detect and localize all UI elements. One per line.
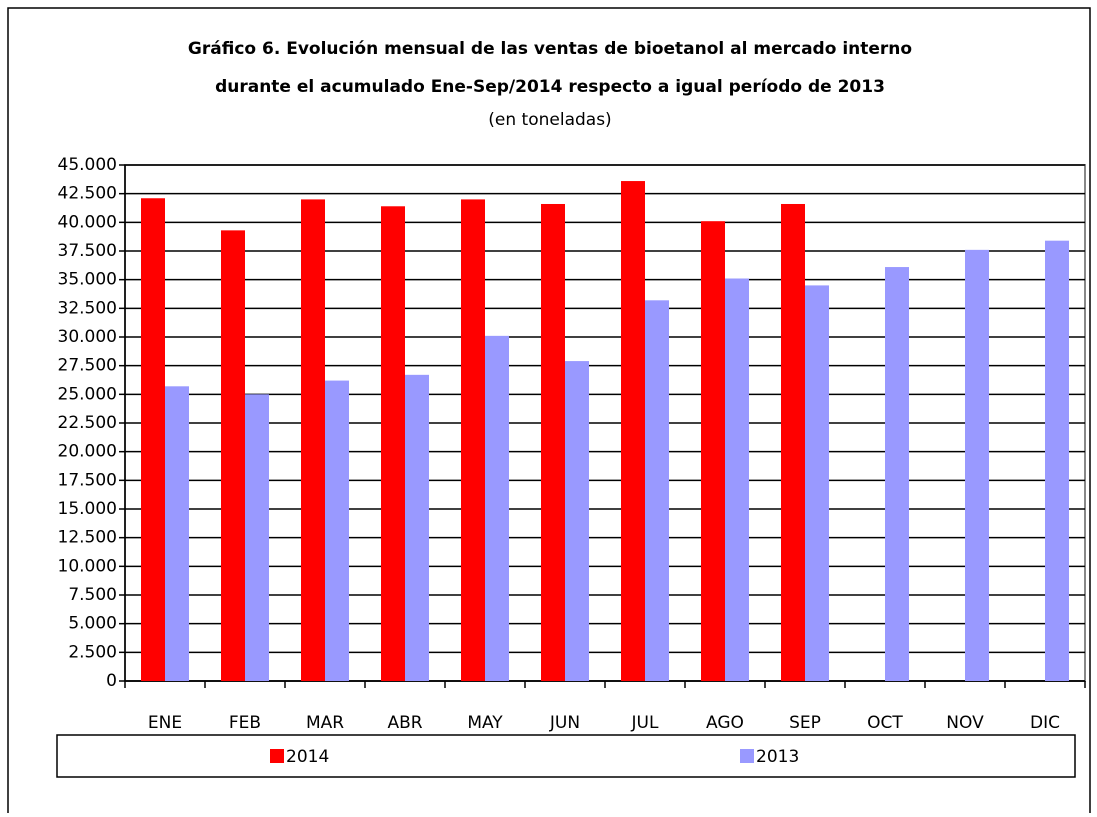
- x-tick-label: FEB: [229, 713, 261, 733]
- bar: [701, 221, 725, 682]
- y-tick-label: 7.500: [68, 585, 117, 605]
- bar: [221, 230, 245, 682]
- x-tick-label: DIC: [1030, 713, 1060, 733]
- bar: [645, 300, 669, 681]
- x-tick-label: ABR: [387, 713, 422, 733]
- x-tick-label: OCT: [867, 713, 903, 733]
- x-tick-label: MAY: [467, 713, 503, 733]
- legend: [56, 734, 1076, 778]
- bar: [565, 361, 589, 681]
- y-tick-label: 45.000: [58, 155, 117, 175]
- bar: [621, 181, 645, 681]
- legend-label: 2013: [756, 747, 799, 767]
- x-tick-label: AGO: [706, 713, 744, 733]
- chart-title: Gráfico 6. Evolución mensual de las vent…: [188, 39, 912, 59]
- y-tick-label: 12.500: [58, 528, 117, 548]
- y-tick-label: 17.500: [58, 470, 117, 490]
- bar: [141, 198, 165, 681]
- bar: [725, 278, 749, 681]
- y-tick-label: 30.000: [58, 327, 117, 347]
- bar: [301, 199, 325, 681]
- y-tick-label: 27.500: [58, 356, 117, 376]
- y-tick-label: 0: [106, 671, 117, 691]
- bar: [245, 394, 269, 681]
- bar: [885, 267, 909, 681]
- y-tick-label: 42.500: [58, 184, 117, 204]
- bar: [381, 206, 405, 681]
- bar: [1045, 240, 1069, 681]
- y-tick-label: 25.000: [58, 384, 117, 404]
- bar: [405, 374, 429, 681]
- bar: [165, 386, 189, 681]
- bar: [541, 203, 565, 681]
- x-tick-label: ENE: [148, 713, 182, 733]
- bar: [325, 380, 349, 681]
- y-tick-label: 35.000: [58, 270, 117, 290]
- x-tick-label: MAR: [306, 713, 344, 733]
- y-tick-label: 5.000: [68, 614, 117, 634]
- y-tick-label: 32.500: [58, 298, 117, 318]
- y-tick-label: 22.500: [58, 413, 117, 433]
- bar: [461, 199, 485, 681]
- y-tick-label: 10.000: [58, 556, 117, 576]
- y-tick-label: 15.000: [58, 499, 117, 519]
- y-tick-label: 40.000: [58, 212, 117, 232]
- y-tick-label: 37.500: [58, 241, 117, 261]
- x-tick-label: NOV: [946, 713, 984, 733]
- x-tick-label: SEP: [789, 713, 821, 733]
- bar: [781, 203, 805, 681]
- x-tick-label: JUN: [549, 713, 580, 733]
- y-tick-label: 2.500: [68, 642, 117, 662]
- chart-title: durante el acumulado Ene-Sep/2014 respec…: [215, 77, 885, 97]
- chart-subtitle: (en toneladas): [488, 110, 611, 130]
- x-tick-label: JUL: [631, 713, 659, 733]
- legend-swatch: [270, 749, 284, 763]
- bar: [485, 335, 509, 681]
- legend-label: 2014: [286, 747, 329, 767]
- legend-swatch: [740, 749, 754, 763]
- bar: [805, 285, 829, 681]
- y-tick-label: 20.000: [58, 442, 117, 462]
- bar: [965, 249, 989, 681]
